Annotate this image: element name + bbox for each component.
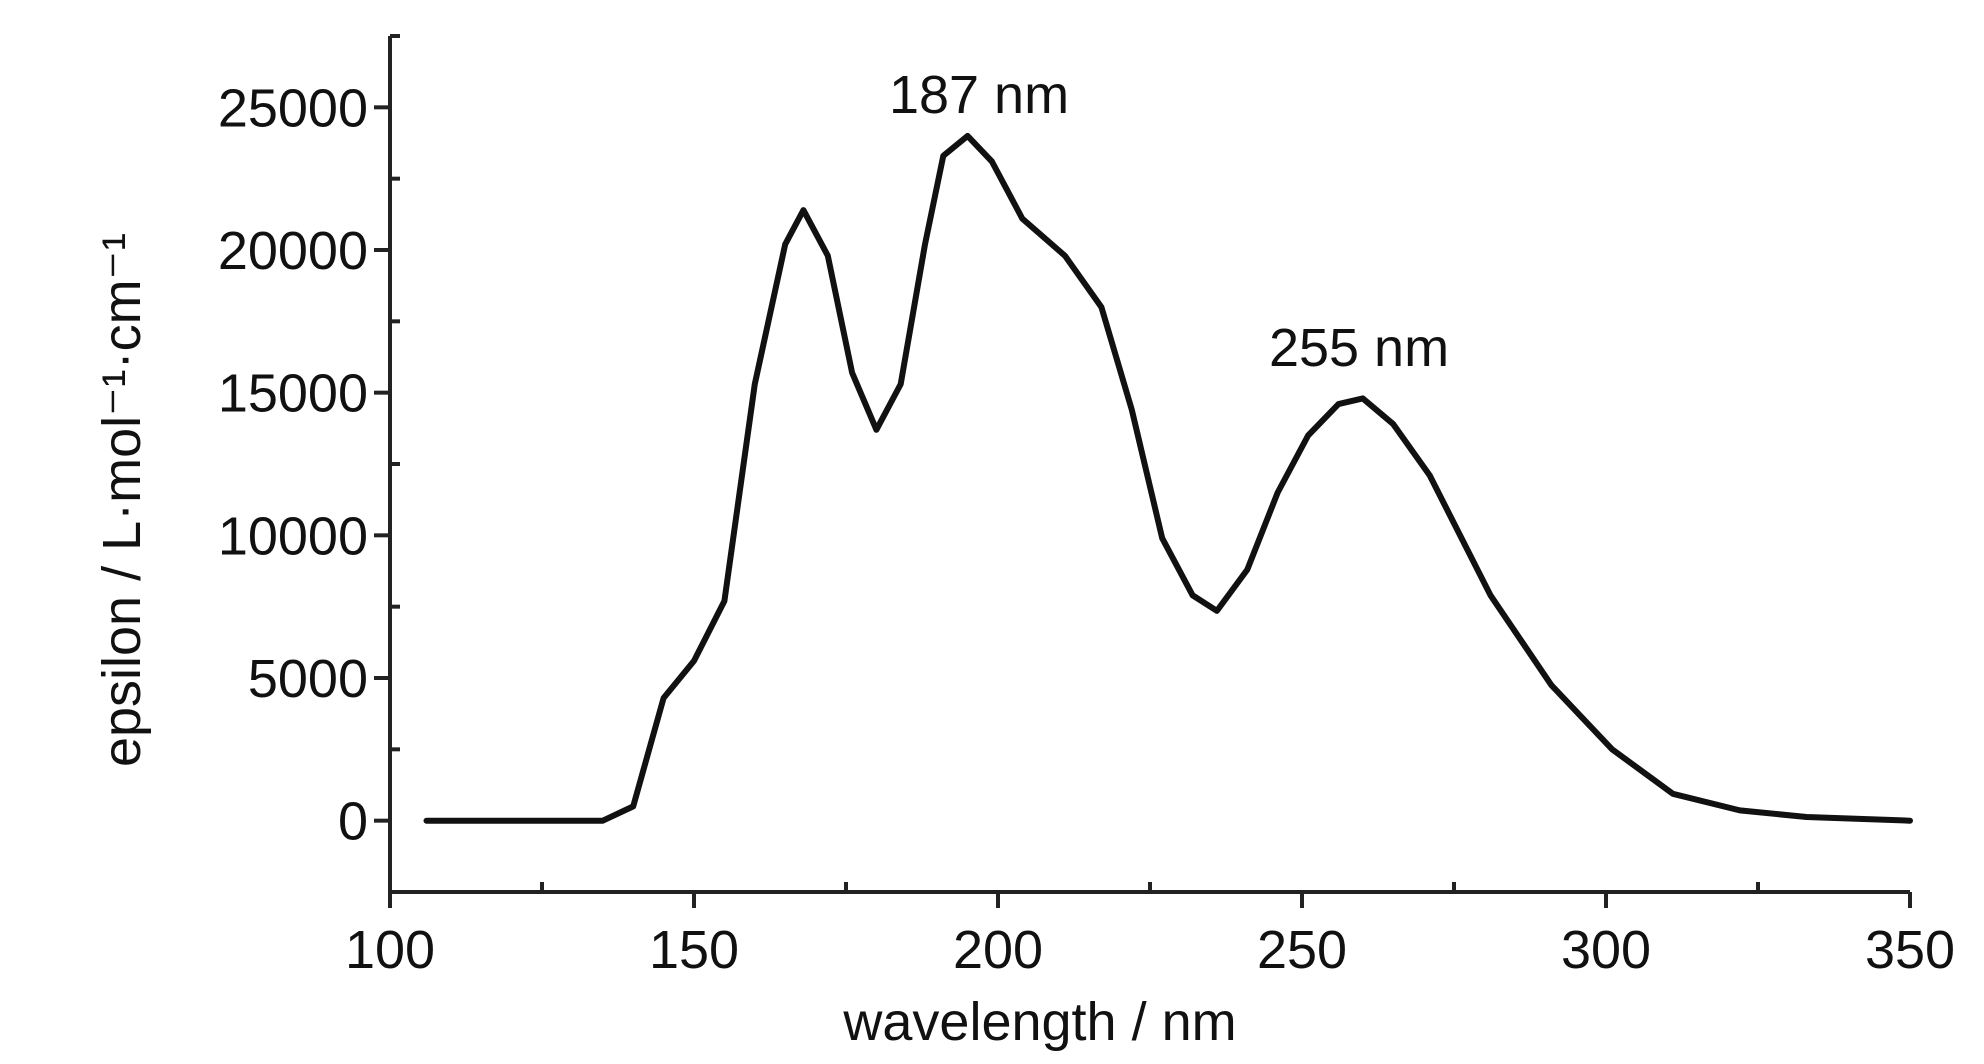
x-tick-label: 350 (1865, 920, 1955, 980)
x-tick-label: 200 (953, 920, 1043, 980)
y-tick-label: 20000 (218, 221, 368, 281)
y-tick-label: 0 (338, 792, 368, 852)
peak-annotation: 187 nm (889, 65, 1069, 125)
x-tick-label: 300 (1561, 920, 1651, 980)
y-tick-label: 25000 (218, 78, 368, 138)
x-axis-label: wavelength / nm (842, 992, 1236, 1052)
peak-annotation: 255 nm (1269, 318, 1449, 378)
y-tick-label: 10000 (218, 506, 368, 566)
x-tick-label: 150 (649, 920, 739, 980)
y-tick-label: 15000 (218, 364, 368, 424)
x-tick-label: 250 (1257, 920, 1347, 980)
spectrum-line (423, 132, 1913, 824)
y-axis-label: epsilon / L·mol⁻¹·cm⁻¹ (92, 233, 152, 767)
y-tick-label: 5000 (248, 649, 368, 709)
x-tick-label: 100 (345, 920, 435, 980)
